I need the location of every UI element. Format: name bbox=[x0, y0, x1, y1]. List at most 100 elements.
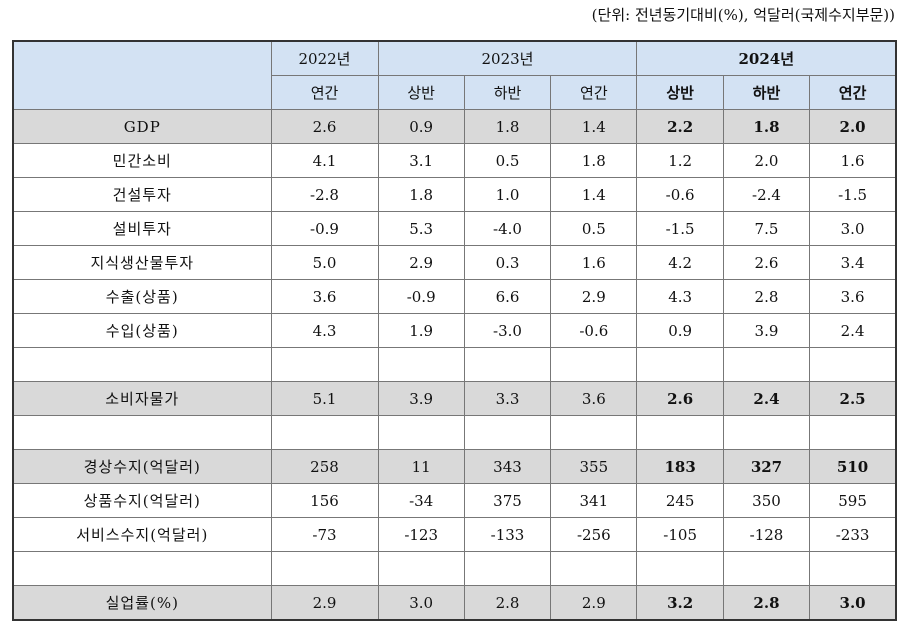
value-cell: -1.5 bbox=[809, 177, 897, 212]
table-row: 설비투자 -0.9 5.3 -4.0 0.5 -1.5 7.5 3.0 bbox=[12, 211, 897, 246]
table-row: 소비자물가 5.1 3.9 3.3 3.6 2.6 2.4 2.5 bbox=[12, 381, 897, 416]
value-cell: 2.9 bbox=[377, 245, 465, 280]
period-header: 상반 bbox=[636, 75, 724, 110]
table-row: 수입(상품) 4.3 1.9 -3.0 -0.6 0.9 3.9 2.4 bbox=[12, 313, 897, 348]
value-cell: 350 bbox=[722, 483, 811, 518]
value-cell: 510 bbox=[809, 449, 897, 484]
year-header: 2024년 bbox=[636, 40, 897, 76]
value-cell: 1.4 bbox=[550, 109, 638, 144]
value-cell: 1.9 bbox=[377, 313, 465, 348]
value-cell: 3.0 bbox=[809, 585, 897, 621]
value-cell: 1.8 bbox=[550, 143, 638, 178]
value-cell: 1.2 bbox=[636, 143, 724, 178]
empty-cell bbox=[377, 551, 465, 586]
table-row bbox=[12, 551, 897, 586]
row-label: 경상수지(억달러) bbox=[12, 449, 272, 484]
value-cell: 156 bbox=[270, 483, 379, 518]
empty-cell bbox=[463, 347, 552, 382]
empty-cell bbox=[809, 551, 897, 586]
value-cell: 3.9 bbox=[377, 381, 465, 416]
value-cell: 6.6 bbox=[463, 279, 552, 314]
value-cell: 595 bbox=[809, 483, 897, 518]
table-row: 상품수지(억달러) 156 -34 375 341 245 350 595 bbox=[12, 483, 897, 518]
empty-cell bbox=[636, 551, 724, 586]
period-header: 연간 bbox=[809, 75, 897, 110]
value-cell: -1.5 bbox=[636, 211, 724, 246]
value-cell: 3.0 bbox=[809, 211, 897, 246]
value-cell: 3.1 bbox=[377, 143, 465, 178]
value-cell: 0.3 bbox=[463, 245, 552, 280]
row-label: 설비투자 bbox=[12, 211, 272, 246]
empty-cell bbox=[722, 347, 811, 382]
value-cell: -73 bbox=[270, 517, 379, 552]
value-cell: 4.3 bbox=[636, 279, 724, 314]
value-cell: 2.9 bbox=[550, 279, 638, 314]
table-row: 서비스수지(억달러) -73 -123 -133 -256 -105 -128 -233 bbox=[12, 517, 897, 552]
value-cell: 245 bbox=[636, 483, 724, 518]
value-cell: -123 bbox=[377, 517, 465, 552]
value-cell: 355 bbox=[550, 449, 638, 484]
empty-cell bbox=[270, 415, 379, 450]
value-cell: 1.0 bbox=[463, 177, 552, 212]
empty-cell bbox=[12, 347, 272, 382]
empty-cell bbox=[463, 415, 552, 450]
value-cell: 3.0 bbox=[377, 585, 465, 621]
row-label: 수출(상품) bbox=[12, 279, 272, 314]
value-cell: -3.0 bbox=[463, 313, 552, 348]
value-cell: 2.0 bbox=[722, 143, 811, 178]
empty-cell bbox=[377, 347, 465, 382]
row-label: 서비스수지(억달러) bbox=[12, 517, 272, 552]
value-cell: 3.3 bbox=[463, 381, 552, 416]
value-cell: 343 bbox=[463, 449, 552, 484]
row-label: 실업률(%) bbox=[12, 585, 272, 621]
value-cell: 5.3 bbox=[377, 211, 465, 246]
period-header: 연간 bbox=[270, 75, 379, 110]
value-cell: 0.5 bbox=[550, 211, 638, 246]
value-cell: 2.2 bbox=[636, 109, 724, 144]
value-cell: 2.8 bbox=[722, 585, 811, 621]
value-cell: -133 bbox=[463, 517, 552, 552]
value-cell: 5.0 bbox=[270, 245, 379, 280]
empty-cell bbox=[377, 415, 465, 450]
empty-cell bbox=[270, 347, 379, 382]
value-cell: 183 bbox=[636, 449, 724, 484]
value-cell: 3.6 bbox=[270, 279, 379, 314]
year-header: 2023년 bbox=[377, 40, 638, 76]
value-cell: 2.4 bbox=[722, 381, 811, 416]
value-cell: 1.4 bbox=[550, 177, 638, 212]
row-label: 건설투자 bbox=[12, 177, 272, 212]
forecast-table: 2022년 2023년 2024년 연간 상반 하반 연간 상반 하반 연간 GDP 2.6 0… bbox=[12, 40, 897, 621]
table-row: 민간소비 4.1 3.1 0.5 1.8 1.2 2.0 1.6 bbox=[12, 143, 897, 178]
value-cell: 4.2 bbox=[636, 245, 724, 280]
value-cell: 0.5 bbox=[463, 143, 552, 178]
table-row: 지식생산물투자 5.0 2.9 0.3 1.6 4.2 2.6 3.4 bbox=[12, 245, 897, 280]
row-label: 소비자물가 bbox=[12, 381, 272, 416]
value-cell: 258 bbox=[270, 449, 379, 484]
value-cell: 0.9 bbox=[636, 313, 724, 348]
empty-cell bbox=[270, 551, 379, 586]
value-cell: 3.6 bbox=[809, 279, 897, 314]
period-header: 하반 bbox=[463, 75, 552, 110]
value-cell: 2.5 bbox=[809, 381, 897, 416]
value-cell: 2.6 bbox=[636, 381, 724, 416]
value-cell: -233 bbox=[809, 517, 897, 552]
value-cell: 2.8 bbox=[722, 279, 811, 314]
table-row: 실업률(%) 2.9 3.0 2.8 2.9 3.2 2.8 3.0 bbox=[12, 585, 897, 621]
value-cell: 0.9 bbox=[377, 109, 465, 144]
period-header: 연간 bbox=[550, 75, 638, 110]
value-cell: 1.6 bbox=[550, 245, 638, 280]
empty-cell bbox=[550, 551, 638, 586]
value-cell: 375 bbox=[463, 483, 552, 518]
value-cell: -256 bbox=[550, 517, 638, 552]
value-cell: 2.6 bbox=[270, 109, 379, 144]
empty-cell bbox=[636, 415, 724, 450]
value-cell: 3.2 bbox=[636, 585, 724, 621]
value-cell: 3.6 bbox=[550, 381, 638, 416]
value-cell: 2.9 bbox=[550, 585, 638, 621]
value-cell: 5.1 bbox=[270, 381, 379, 416]
table-row: 건설투자 -2.8 1.8 1.0 1.4 -0.6 -2.4 -1.5 bbox=[12, 177, 897, 212]
year-header: 2022년 bbox=[270, 40, 379, 76]
value-cell: 327 bbox=[722, 449, 811, 484]
row-label: 지식생산물투자 bbox=[12, 245, 272, 280]
